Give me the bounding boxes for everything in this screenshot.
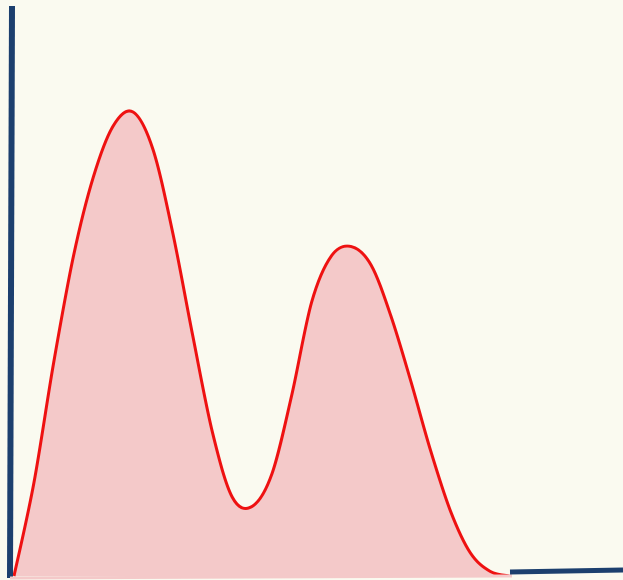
x-axis-baseline <box>9 574 513 580</box>
area-line <box>12 109 511 578</box>
area-fill <box>14 110 510 576</box>
x-axis <box>509 567 623 575</box>
y-axis <box>7 5 15 579</box>
